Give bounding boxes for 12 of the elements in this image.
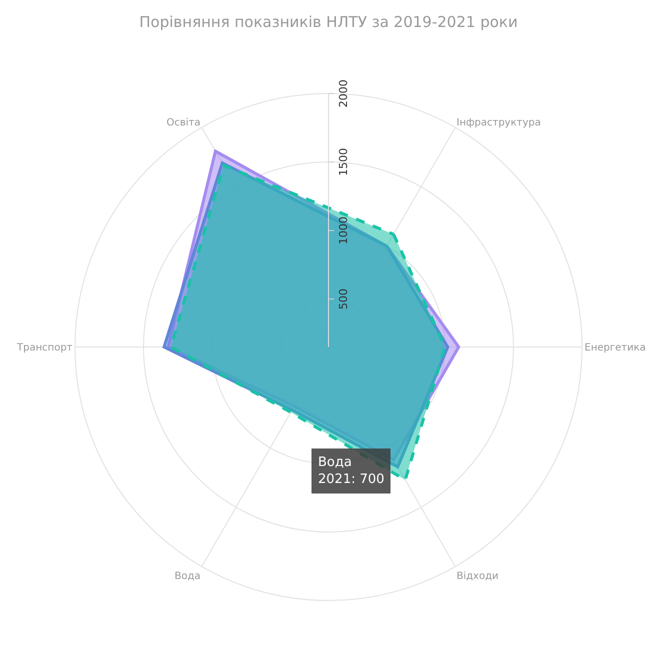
text: Вода 2021: 700 [318,455,384,487]
y-tick-label: 500 [337,288,350,310]
spoke-label: Енергетика [584,342,646,354]
spoke-label: Відходи [456,571,499,582]
spoke-label: Вода [174,571,200,582]
y-tick-label: 1000 [337,216,350,245]
y-tick-label: 1500 [337,148,350,176]
chart-title: Порівняння показників НЛТУ за 2019-2021 роки [139,13,518,32]
spoke-label: Транспорт [16,342,73,354]
spoke-label: Інфраструктура [456,117,541,128]
spoke-label: Освіта [166,117,200,128]
y-tick-label: 2000 [337,80,350,108]
